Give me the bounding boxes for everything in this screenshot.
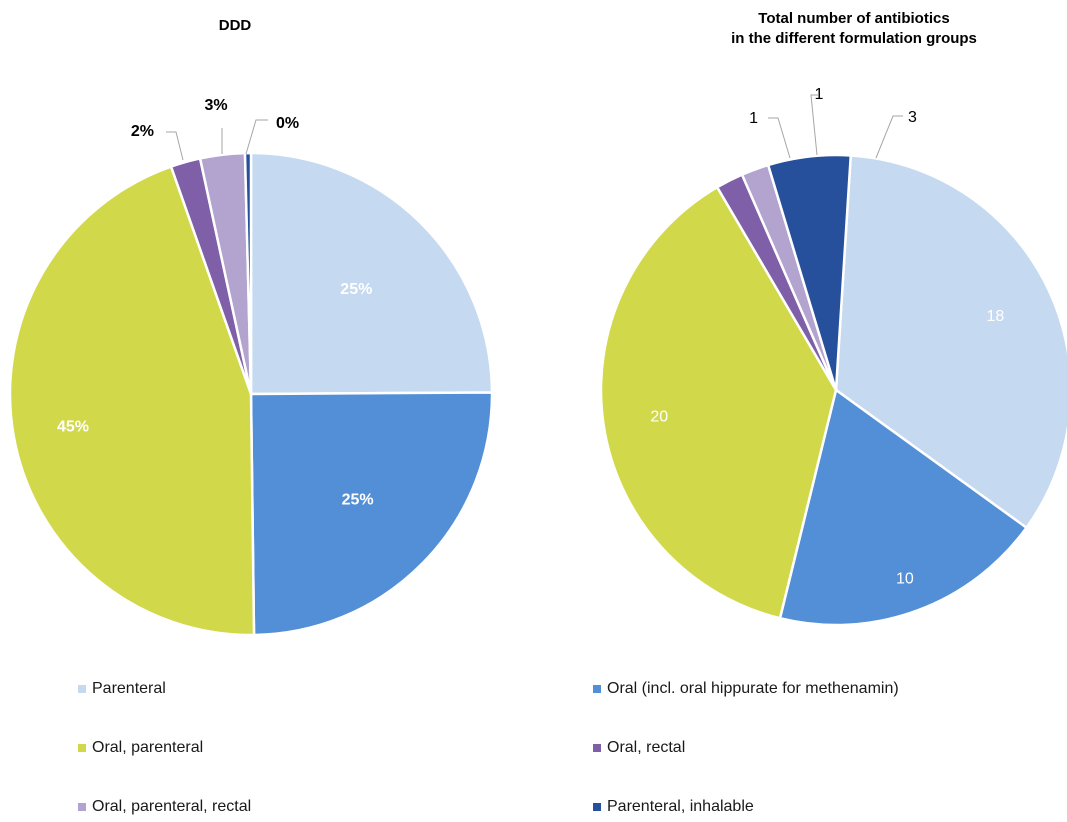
leader-line bbox=[875, 115, 903, 159]
pie-slice-parenteral-inhalable bbox=[766, 153, 853, 391]
legend-item-parenteral: Parenteral bbox=[78, 680, 166, 698]
legend-swatch-oral bbox=[593, 685, 601, 693]
ddd-pie: 25% 25% 45% 2% 3% 0% bbox=[8, 97, 494, 637]
leader-line bbox=[810, 94, 818, 156]
pie-charts-figure: DDD Total number of antibiotics in the di… bbox=[8, 10, 1067, 637]
data-label-oral-incl-oral-hippurate-for-methenamin: 10 bbox=[896, 570, 914, 587]
data-label-parenteral-inhalable: 0% bbox=[276, 115, 299, 132]
antibiotics-count-pie: 18 10 20 1 1 3 bbox=[599, 86, 1067, 627]
leader-line bbox=[166, 131, 184, 161]
legend-swatch-oral-rectal bbox=[593, 744, 601, 752]
pie-slice-oral-incl-oral-hippurate-for-methenamin bbox=[249, 391, 494, 637]
data-label-oral-rectal: 2% bbox=[131, 123, 154, 140]
data-label-parenteral: 18 bbox=[986, 308, 1004, 325]
data-label-parenteral: 25% bbox=[340, 281, 372, 298]
data-label-oral-rectal: 1 bbox=[749, 110, 758, 127]
legend-label: Oral (incl. oral hippurate for methenami… bbox=[607, 680, 899, 697]
leader-line bbox=[245, 119, 268, 155]
legend-swatch-parenteral-inhalable bbox=[593, 803, 601, 811]
data-label-parenteral-inhalable: 3 bbox=[908, 109, 917, 126]
legend-label: Parenteral bbox=[92, 680, 166, 697]
chart-title-line: Total number of antibiotics bbox=[758, 10, 949, 27]
data-label-oral-parenteral: 45% bbox=[57, 419, 89, 436]
data-label-oral-parenteral: 20 bbox=[650, 409, 668, 426]
legend-item-parenteral-inhalable: Parenteral, inhalable bbox=[593, 798, 754, 816]
legend-label: Oral, parenteral, rectal bbox=[92, 798, 252, 815]
pie-slice-parenteral bbox=[834, 154, 1067, 530]
pie-slice-oral-parenteral bbox=[599, 185, 838, 620]
chart-title-line: in the different formulation groups bbox=[731, 30, 977, 47]
pie-slice-oral-parenteral bbox=[8, 165, 256, 637]
chart-title-ddd: DDD bbox=[219, 17, 252, 34]
leader-line bbox=[768, 117, 791, 159]
legend-item-oral-parenteral: Oral, parenteral bbox=[78, 739, 203, 757]
data-label-oral-parenteral-rectal: 3% bbox=[204, 97, 227, 114]
pie-slice-parenteral-inhalable bbox=[243, 151, 253, 395]
legend-label: Oral, parenteral bbox=[92, 739, 204, 756]
legend-label: Parenteral, inhalable bbox=[607, 798, 754, 815]
pie-slice-parenteral bbox=[249, 151, 494, 396]
legend-swatch-oral-parenteral bbox=[78, 744, 86, 752]
legend-item-oral-parenteral-rectal: Oral, parenteral, rectal bbox=[78, 798, 251, 816]
data-label-oral-parenteral-rectal: 1 bbox=[815, 86, 824, 103]
legend-swatch-oral-parenteral-rectal bbox=[78, 803, 86, 811]
legend-label: Oral, rectal bbox=[607, 739, 686, 756]
legend-swatch-parenteral bbox=[78, 685, 86, 693]
pie-slice-oral-incl-oral-hippurate-for-methenamin bbox=[778, 387, 1029, 627]
data-label-oral-incl-oral-hippurate-for-methenamin: 25% bbox=[342, 492, 374, 509]
legend-item-oral: Oral (incl. oral hippurate for methenami… bbox=[593, 680, 899, 698]
chart-title-antibiotics: Total number of antibiotics in the differ… bbox=[731, 10, 977, 47]
legend: Parenteral Oral (incl. oral hippurate fo… bbox=[0, 668, 1067, 818]
legend-item-oral-rectal: Oral, rectal bbox=[593, 739, 685, 757]
